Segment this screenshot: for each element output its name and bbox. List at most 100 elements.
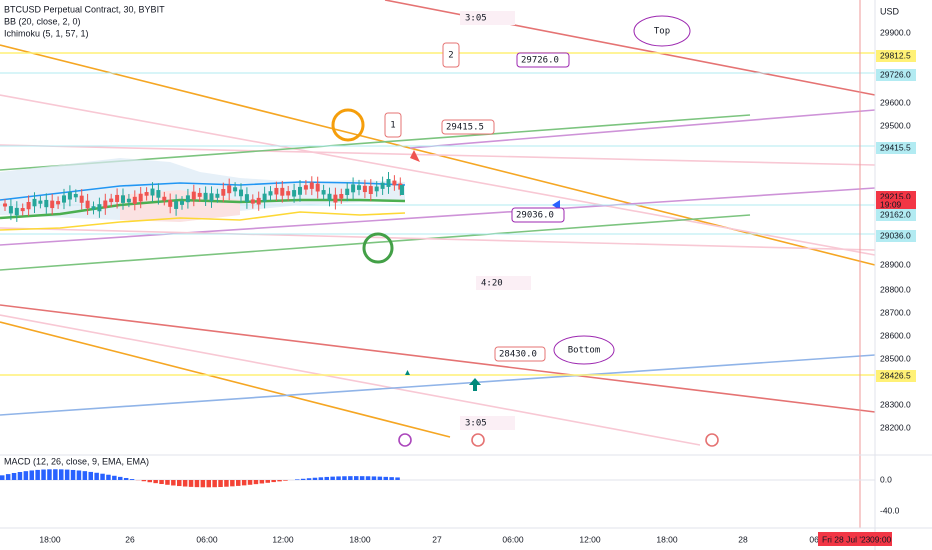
price-label-box [876,230,916,242]
macd-bar [76,470,82,480]
candle-body [162,196,167,201]
price-label: 28600.0 [880,330,911,340]
macd-bar [129,479,135,480]
candle-body [97,204,102,212]
macd-bar [59,469,64,480]
price-label-box [876,50,916,62]
macd-bar [277,480,282,482]
frown [362,232,394,264]
macd-bar [112,475,117,480]
candle-body [221,189,226,196]
macd-bar [106,474,111,480]
bb-lower [0,211,406,231]
macd-bar [100,473,105,480]
candle-body [239,189,243,197]
candle-body [91,206,96,210]
annotation: 28430.0 [499,350,537,360]
time-label: 09:00 [870,534,892,544]
candle-body [400,185,404,195]
macd-bar [236,480,241,486]
macd-bar [94,472,99,480]
macd-bar [17,472,23,480]
macd-bar [336,476,341,480]
macd-bar [41,469,46,480]
annotation: 1 [390,121,395,131]
time-label: 06:00 [196,534,218,544]
smiley [331,108,365,142]
macd-bar [300,478,306,480]
label-bg [460,416,515,430]
price-label-box [876,69,916,81]
price-label: 29812.5 [880,50,911,60]
candle-body [20,208,25,212]
price-axis: 29900.0 29812.5 29726.0 29600.0 29500.0 29415… [876,27,916,515]
price-label: 28426.5 [880,370,911,380]
candle-body [321,190,326,195]
arrow [410,150,420,162]
price-label: 29415.5 [880,142,911,152]
candle-body [109,198,114,203]
candle-body [79,195,84,203]
time-label: 28 [738,534,748,544]
candle-body [126,198,131,203]
price-label: 28900.0 [880,259,911,269]
macd-bar [88,471,93,480]
candle-body [191,191,196,200]
candle-body [156,190,161,198]
macd-bar [259,480,265,484]
trend-line [0,304,876,413]
annotation: Bottom [568,346,601,356]
callout [494,346,546,362]
trend-line [0,321,451,438]
candle-body [303,185,308,190]
price-label: 19:09 [880,199,902,209]
candle-body [121,195,125,203]
macd-bar [70,469,76,480]
macd-bar [212,480,217,488]
macd-bar [141,480,147,482]
candle-body [215,193,220,198]
candle-body [274,187,279,195]
macd-bar [377,476,383,480]
candle-body [144,192,149,196]
candle-body [50,200,55,209]
macd-bar [271,480,276,483]
trend-line [409,109,876,149]
macd-bar [330,476,335,480]
annotations: 3:05 Top 2 29726.0 29415.5 1 29036.0 4:20 28430.… [384,11,691,430]
macd-bar [389,477,394,480]
indicator: BB (20, close, 2, 0) [4,16,81,26]
event-icon [705,433,719,447]
macd-bar [365,476,371,480]
macd-bar [342,476,347,480]
event-icon [471,433,485,447]
macd-bar [47,469,52,480]
macd-bar [283,480,288,481]
macd-bar [188,480,194,487]
price-label: 29500.0 [880,120,911,130]
candle-body [209,193,214,202]
macd-label: 0.0 [880,474,892,484]
price-label: 29600.0 [880,97,911,107]
trend-line [0,144,876,166]
annotation: 3:05 [465,419,487,429]
annotation: 29036.0 [516,211,554,221]
macd-bar [359,476,365,480]
candle-body [38,200,43,204]
candle-body [132,196,137,204]
macd-bar [147,480,152,483]
macd-bar [371,476,377,480]
price-label: 29215.0 [880,191,911,201]
callout [441,119,495,135]
candle-body [357,185,361,190]
macd-bar [194,480,200,488]
candle-body [392,180,397,186]
candle-body [286,191,291,196]
label-bg [476,276,531,290]
candle-body [67,192,72,200]
time-label: Fri 28 Jul '23 [822,534,871,544]
candle-body [8,206,13,214]
